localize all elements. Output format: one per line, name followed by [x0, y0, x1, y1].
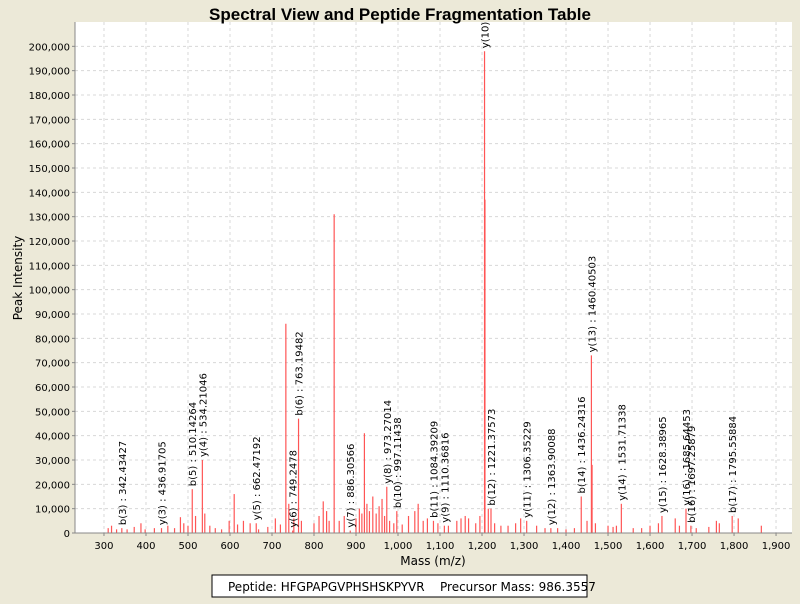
y-tick-label: 40,000 — [35, 432, 70, 443]
x-tick-label: 1,200 — [468, 541, 497, 552]
x-tick-label: 700 — [262, 541, 281, 552]
x-tick-label: 1,800 — [720, 541, 749, 552]
x-tick-label: 1,000 — [384, 541, 413, 552]
y-tick-label: 0 — [64, 529, 70, 540]
peak-annotation: y(10) — [481, 22, 492, 49]
y-tick-label: 170,000 — [29, 115, 70, 126]
peak-annotation: b(6) : 763.19482 — [295, 331, 306, 415]
y-tick-label: 60,000 — [35, 383, 70, 394]
y-axis-label: Peak Intensity — [11, 236, 25, 321]
peak-annotation: y(4) : 534.21046 — [198, 373, 209, 457]
x-tick-label: 900 — [346, 541, 365, 552]
info-box — [211, 574, 588, 598]
chart-title: Spectral View and Peptide Fragmentation … — [209, 5, 591, 24]
peak-annotation: y(5) : 662.47192 — [252, 436, 263, 520]
x-tick-label: 1,700 — [678, 541, 707, 552]
y-tick-label: 130,000 — [29, 213, 70, 224]
x-axis-label: Mass (m/z) — [400, 554, 465, 568]
x-tick-label: 1,900 — [762, 541, 791, 552]
peak-annotation: y(6) : 749.2478 — [289, 450, 300, 528]
precursor-mass: Precursor Mass: 986.3557 — [440, 580, 596, 594]
peak-annotation: b(14) : 1436.24316 — [577, 396, 588, 493]
x-tick-label: 300 — [94, 541, 113, 552]
x-tick-label: 500 — [178, 541, 197, 552]
x-tick-label: 1,400 — [552, 541, 581, 552]
peak-annotation: b(3) : 342.43427 — [118, 441, 129, 525]
y-tick-label: 140,000 — [29, 188, 70, 199]
x-tick-label: 1,600 — [636, 541, 665, 552]
y-tick-label: 110,000 — [29, 261, 70, 272]
peak-annotation: b(11) : 1084.39209 — [429, 421, 440, 518]
x-tick-label: 1,100 — [426, 541, 455, 552]
peak-annotation: y(7) : 886.30566 — [346, 444, 357, 528]
x-tick-label: 600 — [220, 541, 239, 552]
y-tick-label: 10,000 — [35, 505, 70, 516]
peak-annotation: y(3) : 436.91705 — [157, 441, 168, 525]
peak-annotation: b(17) : 1795.55884 — [728, 416, 739, 513]
y-tick-label: 30,000 — [35, 456, 70, 467]
y-tick-label: 80,000 — [35, 334, 70, 345]
y-tick-label: 180,000 — [29, 91, 70, 102]
y-tick-label: 190,000 — [29, 67, 70, 78]
peak-annotation: y(12) : 1363.90088 — [547, 429, 558, 526]
x-tick-label: 800 — [304, 541, 323, 552]
peak-annotation: b(12) : 1221.37573 — [487, 409, 498, 506]
peak-annotation: y(13) : 1460.40503 — [587, 256, 598, 353]
peak-annotation: b(10) : 997.11438 — [393, 417, 404, 508]
y-tick-label: 100,000 — [29, 286, 70, 297]
peak-annotation: y(8) : 973.27014 — [383, 400, 394, 484]
y-tick-label: 150,000 — [29, 164, 70, 175]
x-tick-label: 1,300 — [510, 541, 539, 552]
peak-annotation: y(16) : 1685.64453 — [682, 409, 693, 506]
peak-annotation: y(15) : 1628.38965 — [658, 416, 669, 513]
y-tick-label: 20,000 — [35, 480, 70, 491]
peptide: Peptide: HFGPAPGVPHSHSKPYVR — [228, 580, 425, 594]
y-tick-label: 200,000 — [29, 42, 70, 53]
x-tick-label: 400 — [136, 541, 155, 552]
y-tick-label: 160,000 — [29, 140, 70, 151]
x-tick-label: 1,500 — [594, 541, 623, 552]
peak-annotation: y(9) : 1110.36816 — [440, 432, 451, 522]
y-tick-label: 50,000 — [35, 407, 70, 418]
peak-annotation: b(16) : 1697.25879 — [687, 426, 698, 523]
plot-area — [75, 22, 792, 533]
y-tick-label: 120,000 — [29, 237, 70, 248]
peak-annotation: y(14) : 1531.71338 — [617, 404, 628, 501]
peak-annotation: y(11) : 1306.35229 — [523, 421, 534, 518]
y-tick-label: 70,000 — [35, 359, 70, 370]
y-tick-label: 90,000 — [35, 310, 70, 321]
peak-annotation: b(5) : 510.14264 — [188, 402, 199, 486]
